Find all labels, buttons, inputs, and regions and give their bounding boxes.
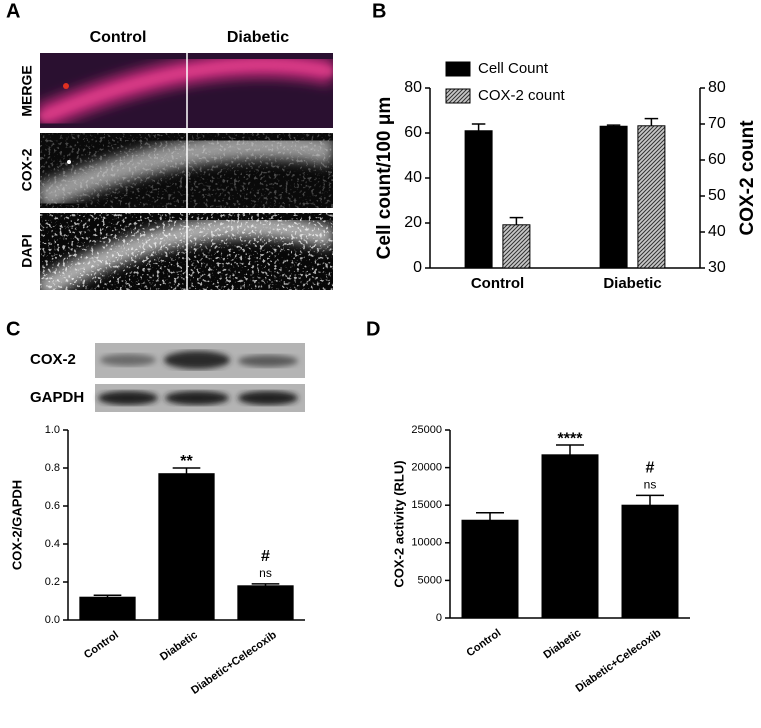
x-tick-label: Diabetic — [541, 627, 583, 661]
significance-mark: ns — [259, 566, 272, 580]
y-tick-label: 40 — [404, 169, 422, 186]
blot-label: GAPDH — [30, 389, 84, 406]
y-axis-label: Cell count/100 μm — [374, 97, 395, 260]
y-tick-label: 15000 — [411, 499, 442, 511]
bar — [461, 519, 519, 619]
y2-tick-label: 40 — [708, 223, 726, 240]
x-tick-label: Diabetic — [603, 275, 661, 292]
significance-mark: ** — [180, 453, 193, 470]
y-tick-label: 20 — [404, 214, 422, 231]
y-tick-label: 0.6 — [45, 500, 60, 512]
panel-label: D — [366, 318, 380, 340]
y-tick-label: 20000 — [411, 462, 442, 474]
x-tick-label: Diabetic+Celecoxib — [189, 629, 279, 697]
western-blot — [95, 343, 305, 412]
bar — [599, 125, 628, 269]
y-axis-label: COX-2/GAPDH — [9, 480, 24, 570]
column-header: Diabetic — [227, 29, 289, 46]
significance-mark: **** — [558, 430, 584, 447]
bar — [158, 473, 215, 621]
y-tick-label: 0 — [436, 612, 442, 624]
significance-mark: ns — [644, 478, 657, 492]
panel-label: A — [6, 0, 20, 22]
x-tick-label: Diabetic+Celecoxib — [574, 627, 664, 695]
row-label: MERGE — [19, 65, 35, 116]
y-tick-label: 0.0 — [45, 614, 60, 626]
y-tick-label: 0.4 — [45, 538, 60, 550]
y2-axis-label: COX-2 count — [737, 120, 758, 236]
x-tick-label: Diabetic — [158, 629, 200, 663]
legend-label: COX-2 count — [478, 87, 566, 104]
x-tick-label: Control — [82, 629, 121, 661]
bar — [464, 130, 493, 269]
y-tick-label: 0 — [413, 259, 422, 276]
y2-tick-label: 70 — [708, 115, 726, 132]
legend-swatch — [445, 88, 471, 104]
bar — [502, 224, 531, 269]
y2-tick-label: 50 — [708, 187, 726, 204]
bar — [621, 504, 679, 619]
y-tick-label: 0.2 — [45, 576, 60, 588]
bar — [237, 585, 294, 621]
bar — [637, 125, 666, 269]
significance-mark: # — [261, 548, 270, 565]
blot-label: COX-2 — [30, 351, 76, 368]
x-tick-label: Control — [471, 275, 524, 292]
row-label: DAPI — [19, 234, 35, 267]
bar — [79, 596, 136, 621]
y-tick-label: 0.8 — [45, 462, 60, 474]
y-tick-label: 60 — [404, 124, 422, 141]
y-tick-label: 80 — [404, 79, 422, 96]
column-header: Control — [90, 29, 147, 46]
row-label: COX-2 — [19, 148, 35, 191]
panel-label: C — [6, 318, 20, 340]
y-tick-label: 25000 — [411, 424, 442, 436]
x-tick-label: Control — [464, 627, 503, 659]
y-axis-label: COX-2 activity (RLU) — [391, 460, 406, 587]
y2-tick-label: 30 — [708, 259, 726, 276]
panel-label: B — [372, 0, 386, 22]
legend-label: Cell Count — [478, 60, 549, 77]
legend-swatch — [445, 61, 471, 77]
bar — [541, 454, 599, 619]
y-tick-label: 5000 — [418, 574, 442, 586]
y-tick-label: 10000 — [411, 537, 442, 549]
y-tick-label: 1.0 — [45, 424, 60, 436]
y2-tick-label: 80 — [708, 79, 726, 96]
y2-tick-label: 60 — [708, 151, 726, 168]
significance-mark: # — [646, 460, 655, 477]
